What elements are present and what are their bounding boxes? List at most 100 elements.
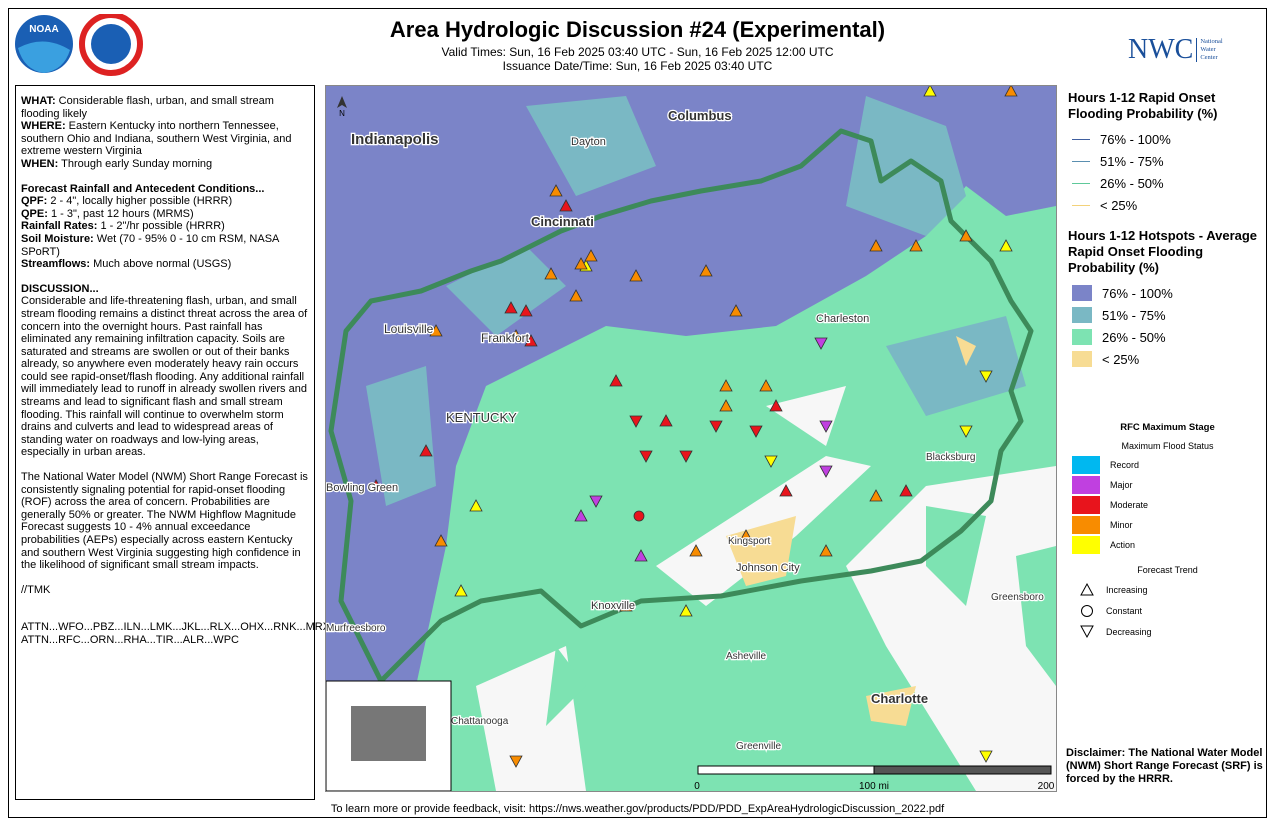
gauge-marker [769,399,783,412]
signature: //TMK [21,583,51,596]
rfc-label: Minor [1110,520,1133,530]
legend-item: 76% - 100% [1068,128,1263,150]
rfc-item: Moderate [1072,495,1263,515]
hotspot-76-100 [326,86,1056,686]
rfc-legend: RFC Maximum Stage Maximum Flood Status Rec… [1068,422,1263,642]
legend-item: 26% - 50% [1068,172,1263,194]
spacer [1068,216,1263,228]
gauge-marker [959,425,973,438]
trend-item: Decreasing [1072,621,1263,642]
nwc-name: National Water Center [1196,38,1223,62]
line-label: Soil Moisture: [21,232,94,245]
gauge-marker [959,229,973,242]
trend-label: Increasing [1106,584,1148,595]
trend-label: Decreasing [1106,626,1152,637]
trend-icon [1081,605,1093,617]
place-label: Chattanooga [451,716,509,727]
line-text: 1 - 2"/hr possible (HRRR) [97,220,225,233]
gauge-marker [509,755,523,768]
rfc-swatch [1072,536,1100,554]
legend-label: 76% - 100% [1102,285,1173,301]
place-label: Dayton [571,136,606,148]
valid-times: Valid Times: Sun, 16 Feb 2025 03:40 UTC … [441,45,834,59]
scale-bar [697,765,875,775]
gauge-marker [819,465,833,478]
attn-line: ATTN...WFO...PBZ...ILN...LMK...JKL...RLX… [21,608,363,633]
gauge-marker [584,249,598,262]
gauge-marker [629,415,643,428]
gauge-marker [659,414,673,427]
paragraph: The National Water Model (NWM) Short Ran… [21,471,308,572]
place-labels: Indianapolis Columbus Dayton Cincinnati Loui… [326,107,1045,754]
line-text: Considerable flash, urban, and small str… [21,95,274,120]
place-label: Cincinnati [531,214,594,229]
legends: Hours 1-12 Rapid Onset Flooding Probabil… [1068,90,1263,642]
place-label: Asheville [726,651,766,662]
gauge-marker [434,534,448,547]
gauge-marker [429,324,443,337]
trend-item: Increasing [1072,579,1263,600]
gauge-marker [689,544,703,557]
line-label: QPE: [21,207,48,220]
trend-icon [1080,625,1094,639]
legend-item: 76% - 100% [1068,282,1263,304]
no-data [476,386,1056,791]
title: Area Hydrologic Discussion #24 (Experime… [389,17,886,42]
gauge-marker [574,257,588,270]
discussion-heading: DISCUSSION... [21,282,99,295]
place-label: Frankfort [481,331,530,345]
legend-label: 51% - 75% [1102,307,1166,323]
hotspot-lt-25 [726,336,976,726]
legend-item: 51% - 75% [1068,150,1263,172]
gauge-marker [819,544,833,557]
legend-label: 76% - 100% [1100,131,1171,147]
logos: NOAA [15,14,143,76]
trend-shape [1080,625,1094,639]
gauge-marker [524,334,538,347]
scale-label: 0 [694,781,700,792]
gauge-marker [899,484,913,497]
rfc-item: Record [1072,455,1263,475]
place-label: Bowling Green [326,482,398,494]
gauge-marker [709,420,723,433]
trend-title: Forecast Trend [1137,565,1198,575]
gauge-marker [779,484,793,497]
gauge-marker [549,184,563,197]
scale-label: 100 mi [859,781,889,792]
issuance: Issuance Date/Time: Sun, 16 Feb 2025 03:… [502,59,773,73]
gauge-marker [869,489,883,502]
line-text: Much above normal (USGS) [90,258,232,271]
gauge-marker [819,420,833,433]
gauge-marker [979,750,993,763]
gauge-marker [469,499,483,512]
legend-item: < 25% [1068,348,1263,370]
gauge-marker [639,450,653,463]
discussion: DISCUSSION... Considerable and life-threa… [21,283,309,459]
legend-label: < 25% [1100,197,1138,213]
place-label: KENTUCKY [446,410,517,425]
line-text: Through early Sunday morning [58,157,213,170]
gauge-marker [719,379,733,392]
gauge-marker [519,304,533,317]
attn-line: ATTN...RFC...ORN...RHA...TIR...ALR...WPC [21,633,239,646]
place-label: Greenville [736,741,781,752]
map: Indianapolis Columbus Dayton Cincinnati Loui… [325,85,1057,792]
gauge-marker [764,455,778,468]
gauge-marker [679,604,693,617]
discussion-panel: WHAT: Considerable flash, urban, and sma… [15,85,363,800]
frame [8,8,1267,818]
labeled-line: QPE: 1 - 3", past 12 hours (MRMS) [21,208,309,221]
line-label: WHEN: [21,157,59,170]
rfc-swatch [1072,516,1100,534]
noaa-text: NOAA [29,24,58,35]
gauge-marker [454,584,468,597]
place-label: Kingsport [728,536,770,547]
gauge-marker [699,264,713,277]
gauge-marker [729,304,743,317]
place-label: Indianapolis [351,131,439,148]
legend-title: Hours 1-12 Hotspots - Average Rapid Onse… [1068,228,1258,275]
rfc-item: Minor [1072,515,1263,535]
gauge-marker [419,444,433,457]
gauge-marker [633,510,645,522]
